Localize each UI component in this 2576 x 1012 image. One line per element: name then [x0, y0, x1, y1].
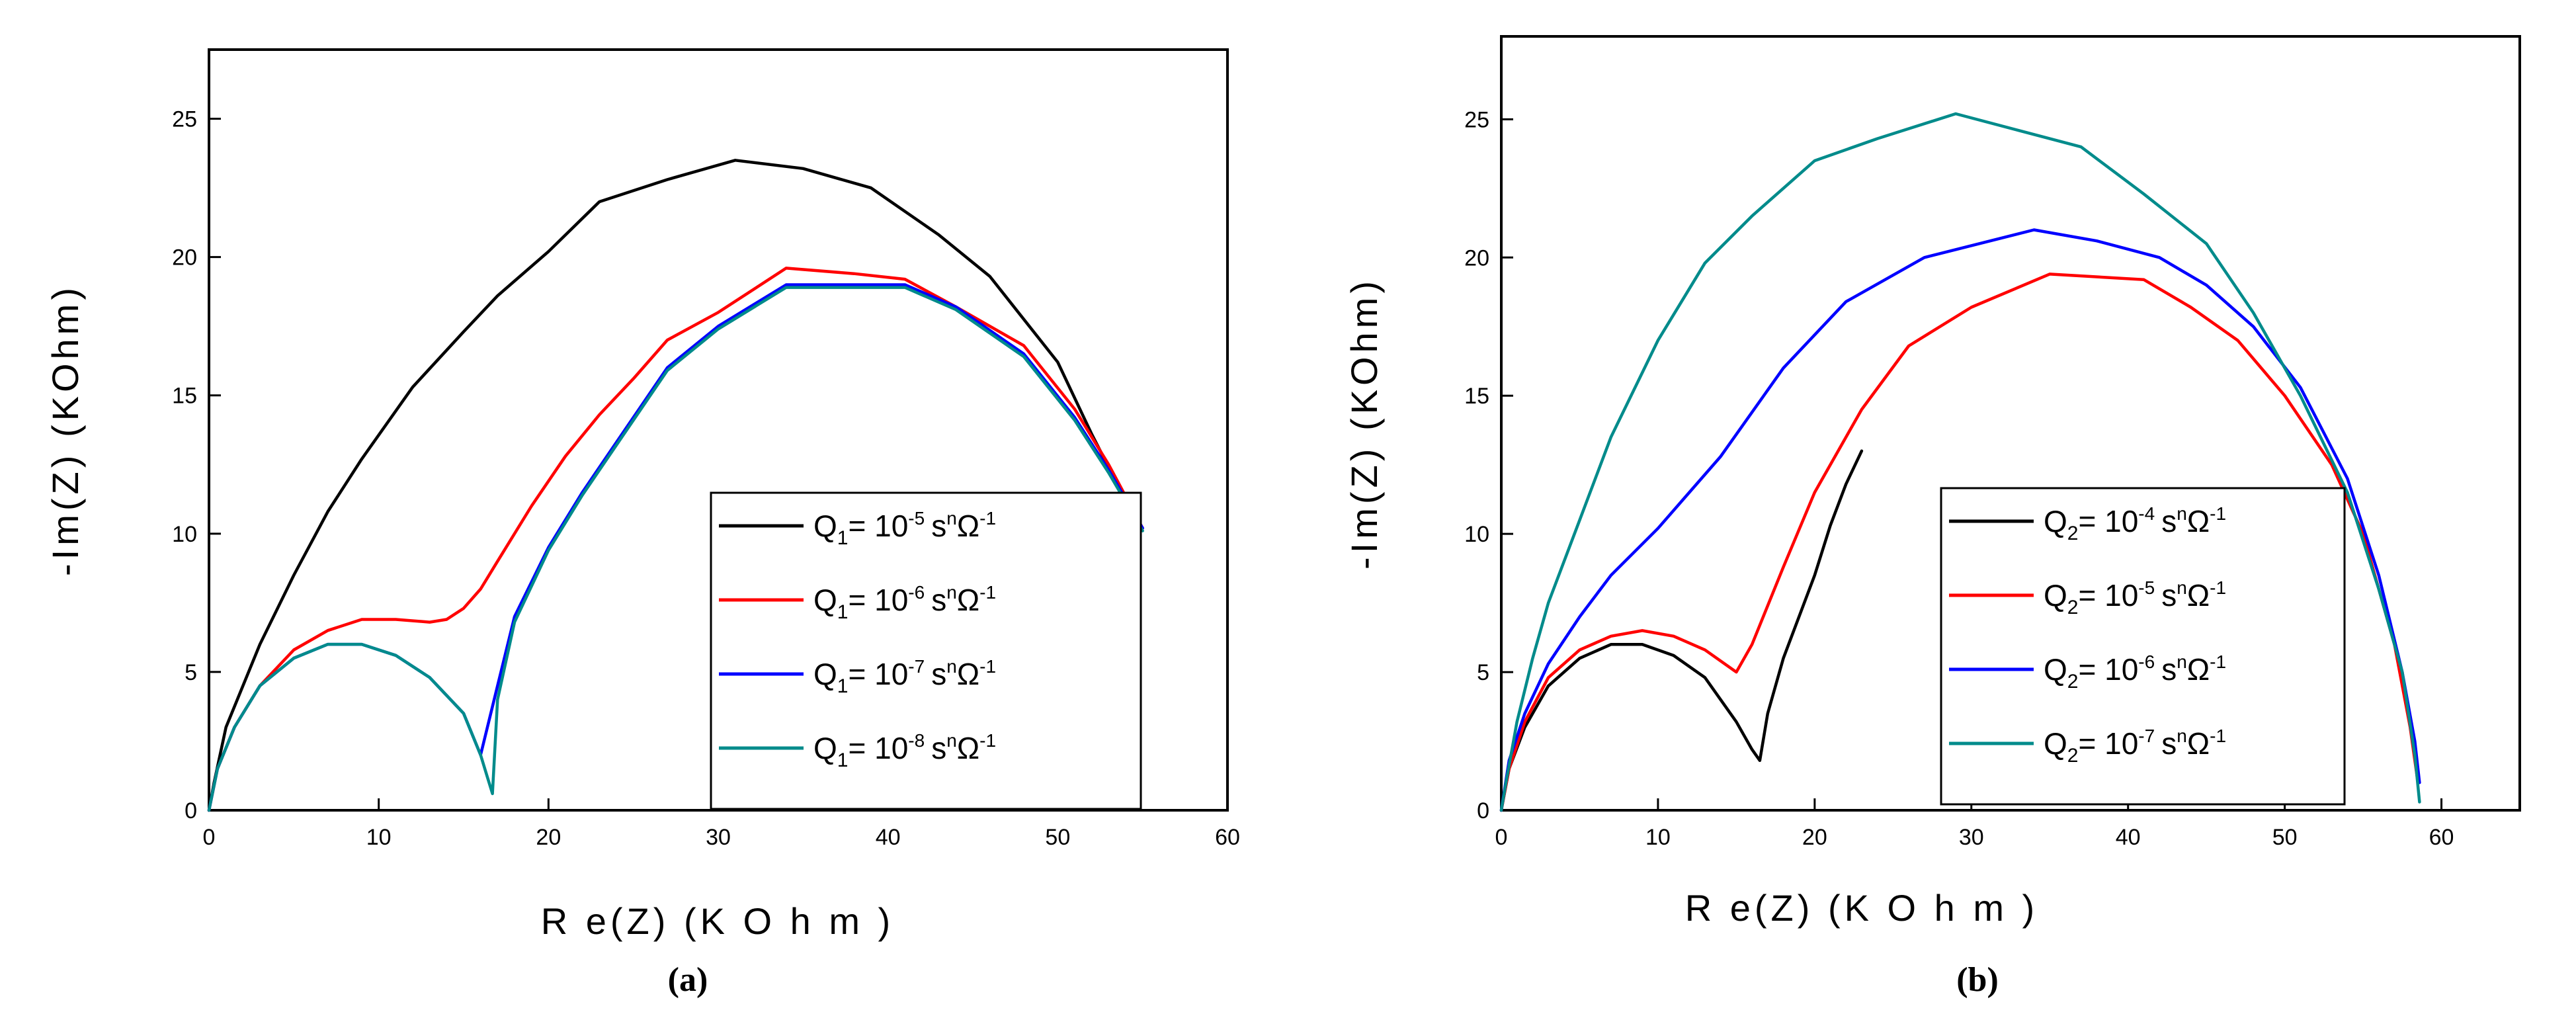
- x-tick-label: 10: [366, 825, 392, 850]
- y-tick-label: 20: [172, 245, 197, 271]
- x-tick-label: 10: [1645, 825, 1671, 850]
- legend-box: [1940, 487, 2346, 806]
- legend-entry: Q2= 10-7 snΩ-1: [2044, 726, 2226, 767]
- y-tick-label: 25: [1464, 107, 1489, 132]
- series-line-4: [207, 286, 1144, 812]
- series-line-1: [1499, 449, 1864, 812]
- x-axis-label-b: R e(Z) (K O h m ): [1685, 887, 2038, 929]
- y-tick-label: 10: [1464, 522, 1489, 547]
- x-tick-label: 40: [876, 825, 901, 850]
- x-tick-label: 40: [2116, 825, 2141, 850]
- plot-frame-b: [1500, 35, 2521, 812]
- series-lines-a: [207, 159, 1144, 812]
- x-axis-label-a: R e(Z) (K O h m ): [541, 900, 894, 942]
- legend-entry: Q2= 10-6 snΩ-1: [2044, 652, 2226, 693]
- y-tick-label: 10: [172, 522, 197, 547]
- series-line-2: [207, 267, 1144, 812]
- y-tick-label: 5: [185, 660, 197, 685]
- legend-entry: Q1= 10-5 snΩ-1: [813, 508, 996, 549]
- legend-entry: Q1= 10-8 snΩ-1: [813, 730, 996, 771]
- x-tick-label: 60: [1215, 825, 1240, 850]
- x-tick-label: 50: [1045, 825, 1070, 850]
- legend-a: Q1= 10-5 snΩ-1 Q1= 10-6 snΩ-1 Q1= 10-7 snΩ-1 Q…: [710, 491, 1142, 810]
- x-tick-label: 60: [2429, 825, 2454, 850]
- x-tick-label: 20: [536, 825, 561, 850]
- y-tick-label: 15: [172, 384, 197, 409]
- y-tick-label: 5: [1477, 660, 1489, 685]
- y-ticks-b: 0 5 10 15 20 25: [1464, 107, 1513, 823]
- series-line-3: [1499, 228, 2421, 812]
- legend-entry: Q1= 10-7 snΩ-1: [813, 656, 996, 697]
- caption-b: (b): [1956, 961, 1999, 999]
- x-tick-label: 30: [1959, 825, 1984, 850]
- y-tick-label: 0: [1477, 798, 1489, 823]
- x-ticks-b: 0 10 20 30 40 50 60: [1495, 798, 2454, 850]
- y-tick-label: 15: [1464, 384, 1489, 409]
- x-tick-label: 0: [1495, 825, 1508, 850]
- x-tick-label: 20: [1802, 825, 1827, 850]
- legend-entry: Q1= 10-6 snΩ-1: [813, 582, 996, 623]
- y-ticks-a: 0 5 10 15 20 25: [172, 107, 221, 823]
- y-axis-label-a: -Im(Z) (KOhm): [44, 284, 86, 576]
- legend-box: [710, 491, 1142, 810]
- legend-entry: Q2= 10-4 snΩ-1: [2044, 503, 2226, 544]
- series-line-1: [207, 159, 1144, 812]
- x-tick-label: 50: [2272, 825, 2298, 850]
- series-line-4: [1499, 112, 2421, 812]
- y-tick-label: 20: [1464, 245, 1489, 271]
- caption-a: (a): [668, 961, 708, 999]
- y-axis-label-b: -Im(Z) (KOhm): [1343, 277, 1385, 569]
- y-tick-label: 0: [185, 798, 197, 823]
- x-tick-label: 0: [203, 825, 216, 850]
- series-line-2: [1499, 273, 2420, 812]
- legend-b: Q2= 10-4 snΩ-1 Q2= 10-5 snΩ-1 Q2= 10-6 snΩ-1 Q…: [1940, 487, 2346, 806]
- y-tick-label: 25: [172, 107, 197, 132]
- x-tick-label: 30: [706, 825, 731, 850]
- legend-entry: Q2= 10-5 snΩ-1: [2044, 577, 2226, 618]
- series-lines-b: [1499, 112, 2421, 812]
